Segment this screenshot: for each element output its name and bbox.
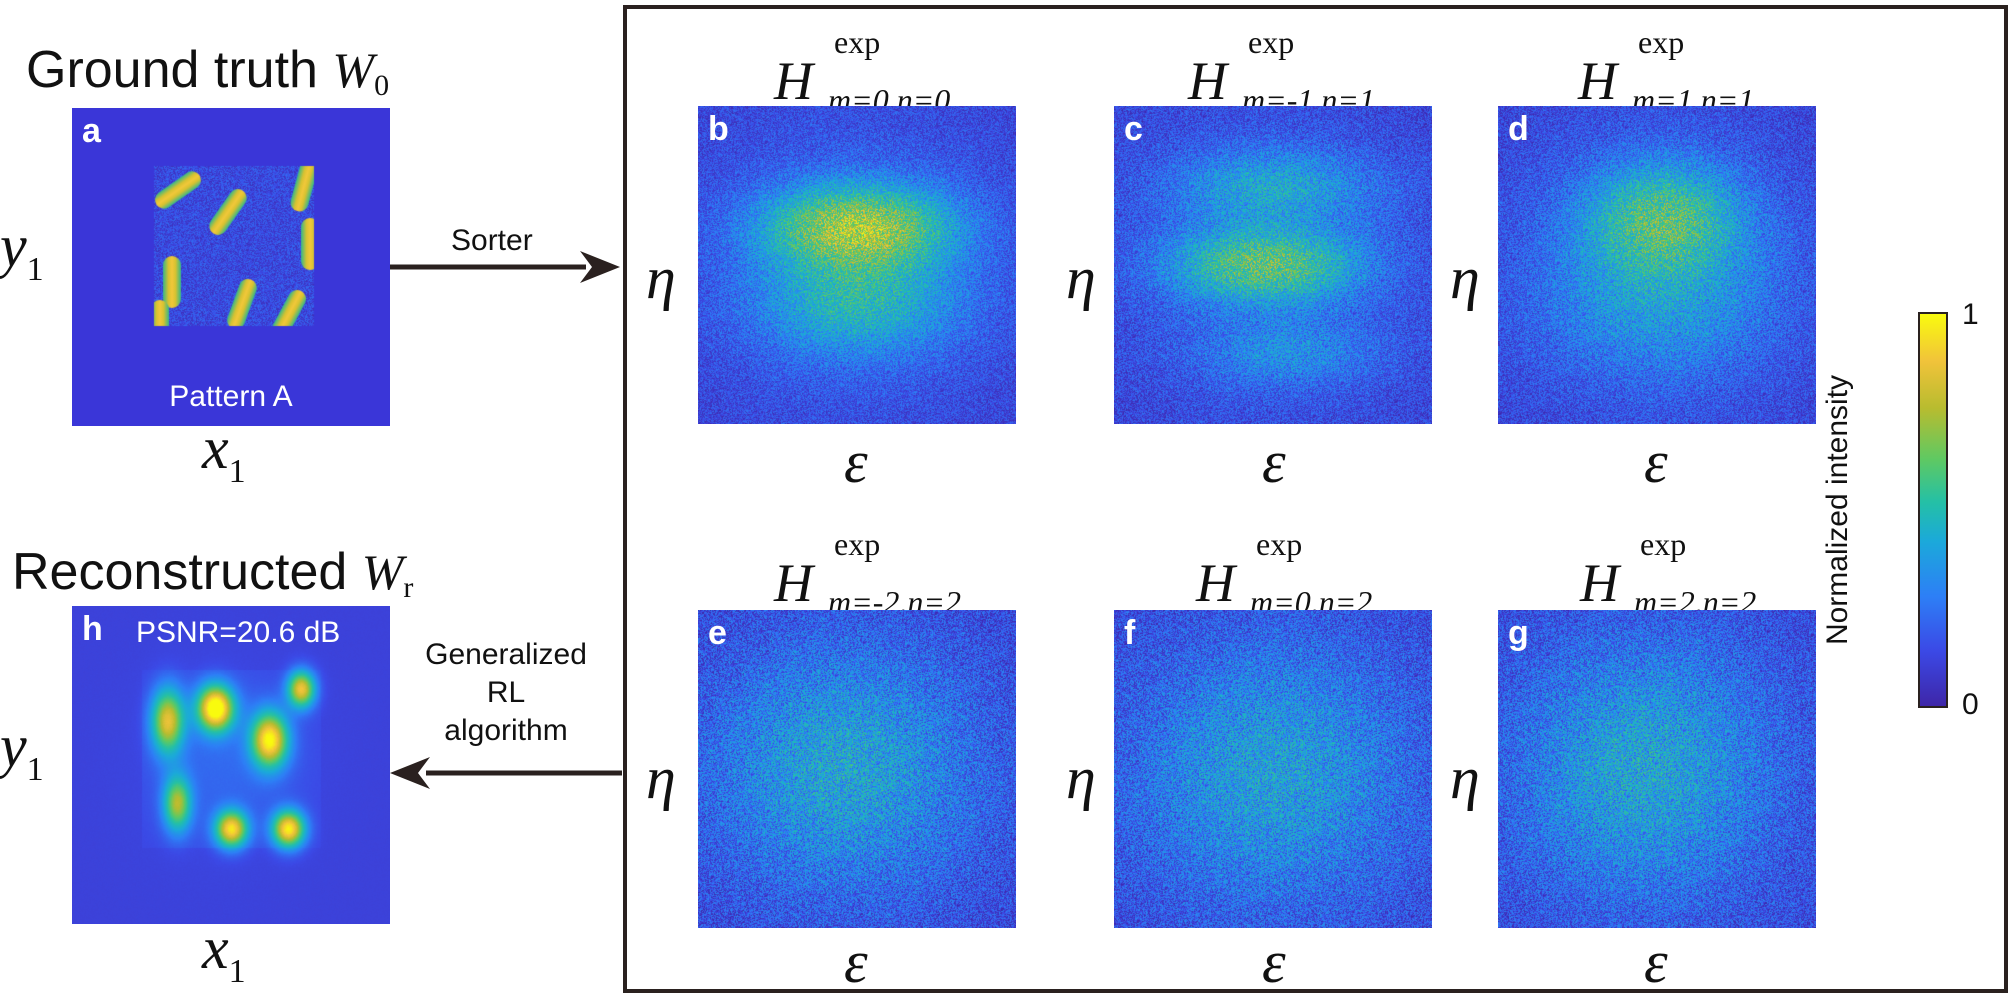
reconstruction-label-line1: Generalized bbox=[411, 636, 601, 674]
panel-h-reconstructed-image: h PSNR=20.6 dB bbox=[72, 606, 390, 924]
panel-b-image: b bbox=[698, 106, 1016, 424]
y-subscript: 1 bbox=[27, 251, 44, 288]
eps-axis-label-e: ε bbox=[844, 932, 868, 992]
h-superscript: exp bbox=[1256, 528, 1302, 560]
panel-g-letter: g bbox=[1508, 614, 1529, 653]
panel-h-letter: h bbox=[82, 610, 103, 649]
w-symbol: W bbox=[332, 42, 374, 98]
y-subscript: 1 bbox=[27, 751, 44, 788]
eps-axis-label-d: ε bbox=[1644, 432, 1668, 492]
ground-truth-title-text: Ground truth bbox=[26, 41, 318, 99]
sorter-label: Sorter bbox=[451, 222, 533, 260]
reconstruction-label-line2: RL bbox=[411, 674, 601, 712]
eta-axis-label-e: η bbox=[646, 748, 676, 808]
panel-d-title: H exp m=1,n=1 bbox=[1578, 54, 1617, 108]
pattern-caption: Pattern A bbox=[72, 380, 390, 414]
y-letter: y bbox=[0, 713, 27, 779]
w-symbol: W bbox=[362, 544, 404, 600]
reconstructed-title: Reconstructed Wr bbox=[12, 546, 413, 603]
eps-axis-label-g: ε bbox=[1644, 932, 1668, 992]
panel-e-title: H exp m=-2,n=2 bbox=[774, 556, 813, 610]
panel-c-title: H exp m=-1,n=1 bbox=[1188, 54, 1227, 108]
h-superscript: exp bbox=[834, 528, 880, 560]
panel-f-title: H exp m=0,n=2 bbox=[1196, 556, 1235, 610]
panel-c-canvas bbox=[1114, 106, 1432, 424]
y-axis-label-a: y1 bbox=[0, 216, 44, 287]
ground-truth-symbol: W0 bbox=[332, 42, 389, 98]
w-subscript: 0 bbox=[374, 69, 389, 102]
eps-axis-label-c: ε bbox=[1262, 432, 1286, 492]
eta-axis-label-g: η bbox=[1450, 748, 1480, 808]
colorbar-max-tick: 1 bbox=[1962, 298, 1979, 332]
panel-d-canvas bbox=[1498, 106, 1816, 424]
panel-g-canvas bbox=[1498, 610, 1816, 928]
reconstruction-arrow-head bbox=[390, 757, 430, 789]
h-symbol: H bbox=[774, 51, 813, 111]
h-superscript: exp bbox=[1248, 26, 1294, 58]
eta-axis-label-d: η bbox=[1450, 248, 1480, 308]
panel-g-image: g bbox=[1498, 610, 1816, 928]
y-axis-label-h: y1 bbox=[0, 716, 44, 787]
eta-axis-label-b: η bbox=[646, 248, 676, 308]
h-symbol: H bbox=[1578, 51, 1617, 111]
eta-axis-label-c: η bbox=[1066, 248, 1096, 308]
h-superscript: exp bbox=[1640, 528, 1686, 560]
h-symbol: H bbox=[1188, 51, 1227, 111]
panel-d-image: d bbox=[1498, 106, 1816, 424]
panel-e-letter: e bbox=[708, 614, 727, 653]
eps-axis-label-b: ε bbox=[844, 432, 868, 492]
reconstructed-symbol: Wr bbox=[362, 544, 414, 600]
reconstruction-label: Generalized RL algorithm bbox=[411, 636, 601, 750]
colorbar bbox=[1918, 312, 1948, 708]
panel-b-letter: b bbox=[708, 110, 729, 149]
x-subscript: 1 bbox=[229, 953, 246, 990]
x-axis-label-h: x1 bbox=[202, 918, 246, 989]
psnr-caption: PSNR=20.6 dB bbox=[136, 616, 340, 650]
panel-c-image: c bbox=[1114, 106, 1432, 424]
reconstructed-canvas bbox=[72, 606, 390, 924]
ground-truth-title: Ground truth W0 bbox=[26, 44, 389, 101]
panel-b-title: H exp m=0,n=0 bbox=[774, 54, 813, 108]
panel-f-letter: f bbox=[1124, 614, 1135, 653]
panel-f-image: f bbox=[1114, 610, 1432, 928]
eta-axis-label-f: η bbox=[1066, 748, 1096, 808]
reconstructed-title-text: Reconstructed bbox=[12, 543, 347, 601]
panel-b-canvas bbox=[698, 106, 1016, 424]
panel-e-canvas bbox=[698, 610, 1016, 928]
colorbar-min-tick: 0 bbox=[1962, 688, 1979, 722]
ground-truth-canvas bbox=[72, 108, 390, 426]
y-letter: y bbox=[0, 213, 27, 279]
panel-a-ground-truth-image: a Pattern A bbox=[72, 108, 390, 426]
h-symbol: H bbox=[1196, 553, 1235, 613]
x-subscript: 1 bbox=[229, 453, 246, 490]
w-subscript: r bbox=[403, 571, 413, 604]
panel-f-canvas bbox=[1114, 610, 1432, 928]
reconstruction-arrow bbox=[382, 748, 632, 798]
eps-axis-label-f: ε bbox=[1262, 932, 1286, 992]
panel-e-image: e bbox=[698, 610, 1016, 928]
panel-g-title: H exp m=2,n=2 bbox=[1580, 556, 1619, 610]
x-letter: x bbox=[202, 415, 229, 481]
h-superscript: exp bbox=[834, 26, 880, 58]
h-superscript: exp bbox=[1638, 26, 1684, 58]
h-symbol: H bbox=[1580, 553, 1619, 613]
reconstruction-label-line3: algorithm bbox=[411, 712, 601, 750]
panel-c-letter: c bbox=[1124, 110, 1143, 149]
h-symbol: H bbox=[774, 553, 813, 613]
panel-a-letter: a bbox=[82, 112, 101, 151]
x-letter: x bbox=[202, 915, 229, 981]
colorbar-label-text: Normalized intensity bbox=[1821, 375, 1855, 645]
x-axis-label-a: x1 bbox=[202, 418, 246, 489]
panel-d-letter: d bbox=[1508, 110, 1529, 149]
